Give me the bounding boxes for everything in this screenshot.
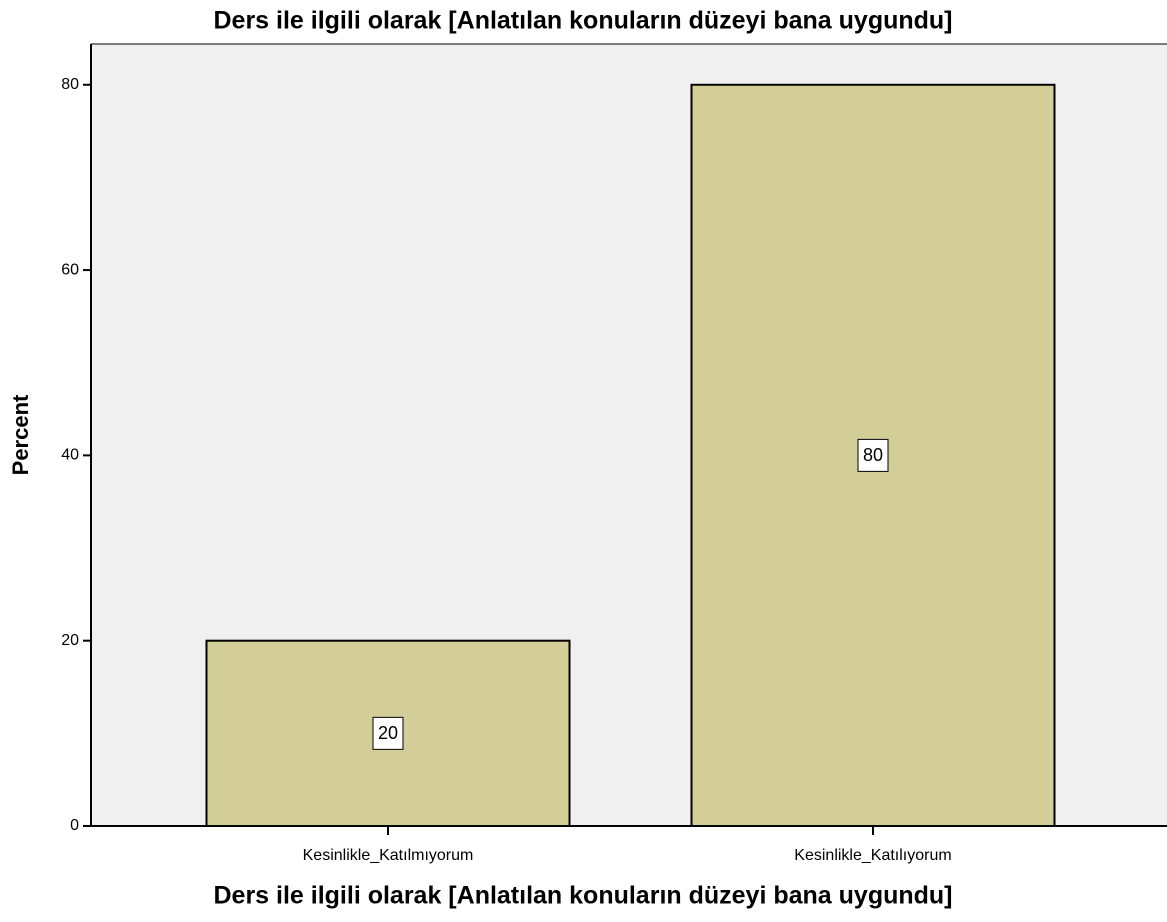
value-label-box xyxy=(372,716,404,750)
y-tick-label: 0 xyxy=(70,817,79,834)
x-axis-label: Ders ile ilgili olarak [Anlatılan konula… xyxy=(213,882,952,910)
y-tick-label: 60 xyxy=(61,261,79,278)
y-tick-label: 20 xyxy=(61,632,79,649)
x-tick-label: Kesinlikle_Katılıyorum xyxy=(794,847,951,864)
x-tick-label: Kesinlikle_Katılmıyorum xyxy=(303,847,474,864)
value-label-box xyxy=(857,438,889,472)
value-label: 80 xyxy=(863,445,883,465)
value-label: 20 xyxy=(378,723,398,743)
y-tick-label: 40 xyxy=(61,447,79,464)
y-tick-label: 80 xyxy=(61,76,79,93)
y-axis-label: Percent xyxy=(8,394,33,475)
chart-title: Ders ile ilgili olarak [Anlatılan konula… xyxy=(213,7,952,35)
